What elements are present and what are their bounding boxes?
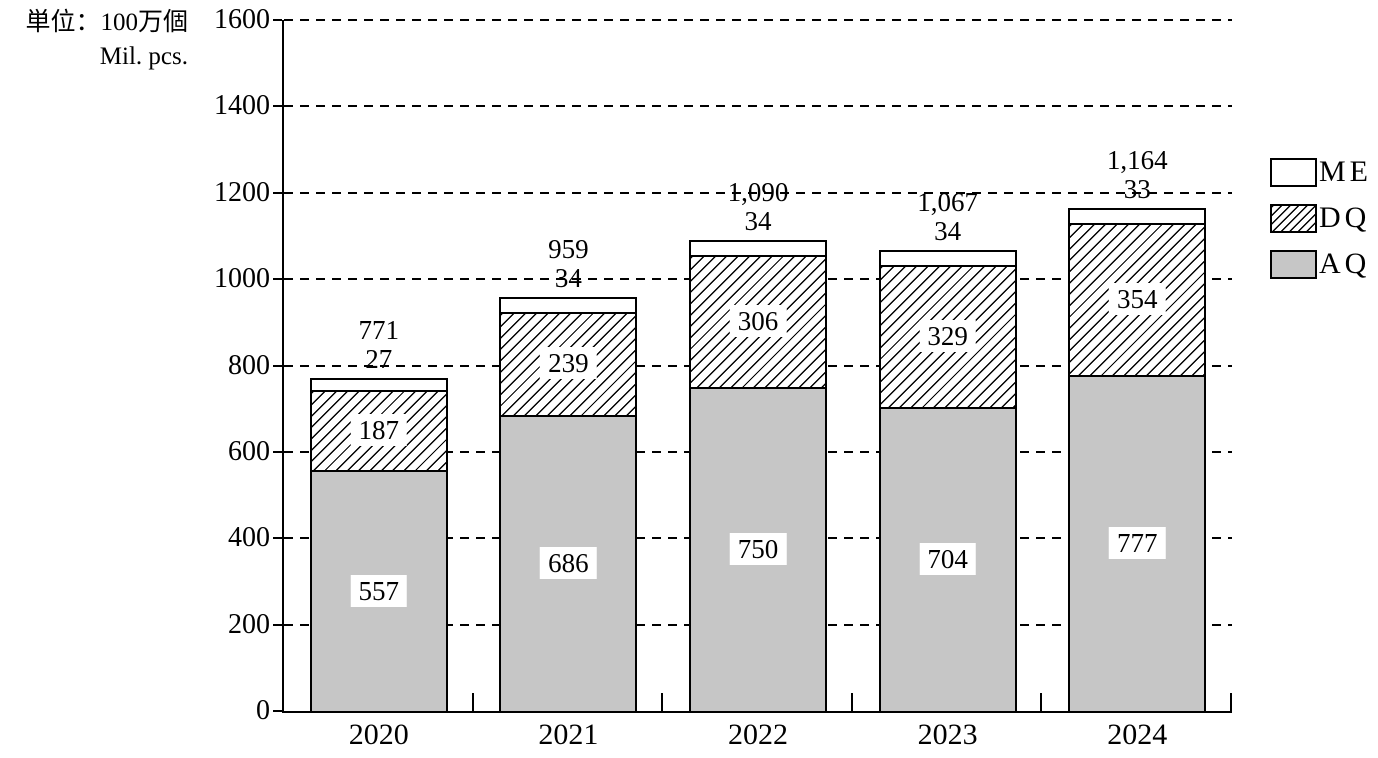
unit-label-japanese: 単位：100万個 [25,9,188,36]
y-axis-tick-label: 1200 [214,176,270,208]
segment-value-label-aq-2023: 704 [919,542,976,575]
y-axis-tick [273,710,282,712]
y-axis-tick [273,623,282,626]
x-axis-boundary-tick [471,693,474,711]
y-axis-tick-label: 1000 [214,263,270,295]
total-value-label-2020: 771 [358,315,400,346]
bar-segment-me-2020 [309,378,448,390]
y-axis-tick-label: 400 [228,522,270,554]
segment-value-label-aq-2021: 686 [540,546,597,579]
me-value-label-2022: 34 [744,206,772,237]
y-axis-tick-label: 200 [228,608,270,640]
gridline-1200 [284,191,1232,194]
segment-value-label-dq-2022: 306 [729,305,787,338]
me-value-label-2024: 33 [1123,174,1151,205]
bar-segment-dq-2020 [309,389,448,471]
me-value-label-2021: 34 [554,262,582,293]
y-axis-tick [273,364,282,367]
segment-value-label-dq-2023: 329 [919,319,976,352]
segment-value-label-dq-2020: 187 [350,414,408,447]
legend-swatch-me [1270,157,1317,187]
legend: ME DQ AQ [1270,157,1372,295]
plot-area: 0 200 400 600 800 1000 1200 1400 1600 557 187 771 27… [214,5,1232,751]
segment-value-label-aq-2024: 777 [1108,527,1166,560]
segment-value-label-aq-2020: 557 [350,574,408,607]
me-value-label-2023: 34 [934,216,962,247]
x-axis-label-2024: 2024 [1107,718,1168,751]
legend-label-me: ME [1319,155,1372,188]
y-axis-tick [273,537,282,540]
segment-value-label-aq-2022: 750 [729,533,787,566]
unit-label-english: Mil. pcs. [99,43,188,70]
y-axis-tick-label: 1400 [214,90,270,122]
total-value-label-2022: 1,090 [727,177,789,208]
y-axis-tick [273,105,282,108]
bar-segment-dq-2023 [878,264,1017,407]
y-axis-tick-label: 800 [228,349,270,381]
me-value-label-2020: 27 [365,344,393,375]
legend-item-aq: AQ [1270,249,1372,279]
unit-label: 単位：100万個 Mil. pcs. [4,6,188,74]
x-axis-label-2021: 2021 [538,718,599,751]
x-axis-label-2022: 2022 [728,718,788,751]
y-axis-tick-label: 1600 [214,4,270,35]
gridline-1600 [284,19,1232,21]
x-axis-label-2023: 2023 [917,718,978,751]
segment-value-label-dq-2021: 239 [540,347,597,380]
legend-label-dq: DQ [1319,201,1371,234]
x-axis-boundary-tick [1230,693,1232,711]
y-axis-tick [273,191,282,194]
total-value-label-2021: 959 [548,233,589,264]
legend-item-me: ME [1270,157,1372,187]
x-axis-boundary-tick [1040,693,1043,711]
legend-swatch-dq [1270,203,1317,233]
y-axis-tick [273,19,282,21]
legend-swatch-aq [1270,249,1317,279]
segment-value-label-dq-2024: 354 [1108,283,1166,315]
legend-label-aq: AQ [1319,247,1371,280]
bar-segment-me-2021 [499,296,638,312]
y-axis-tick [273,450,282,453]
y-axis-tick-label: 600 [228,435,270,467]
x-axis-boundary-tick [850,693,853,711]
y-axis-tick-label: 0 [256,695,270,726]
x-axis-label-2020: 2020 [348,718,409,751]
gridline-1400 [284,105,1232,108]
bar-segment-me-2022 [689,240,827,255]
legend-item-dq: DQ [1270,203,1372,233]
bar-segment-me-2024 [1068,208,1207,223]
total-value-label-2024: 1,164 [1106,145,1168,176]
total-value-label-2023: 1,067 [917,187,978,218]
bar-segment-me-2023 [878,250,1017,265]
y-axis-tick [273,278,282,281]
x-axis-boundary-tick [661,693,664,711]
